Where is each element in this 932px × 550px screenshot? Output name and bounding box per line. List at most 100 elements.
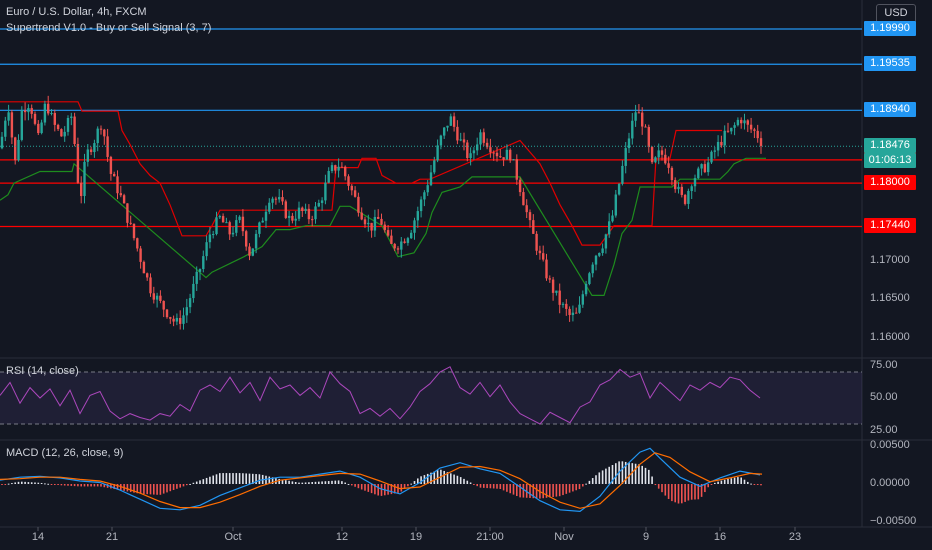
macd-histogram-bar — [664, 484, 667, 496]
time-axis-label-16: 16 — [713, 531, 727, 543]
candle-body — [0, 136, 4, 149]
macd-histogram-bar — [139, 484, 142, 494]
candle-body — [297, 207, 301, 219]
candle-body — [93, 143, 96, 153]
candle-body — [627, 138, 631, 149]
candle-body — [33, 113, 37, 124]
candle-body — [132, 223, 136, 239]
macd-histogram-bar — [133, 484, 135, 493]
macd-histogram-bar — [195, 481, 198, 484]
macd-histogram-bar — [621, 461, 624, 484]
candle-body — [350, 185, 353, 191]
candle-body — [126, 203, 129, 223]
candle-body — [614, 194, 617, 216]
candle-body — [337, 166, 340, 171]
macd-histogram-bar — [87, 484, 89, 487]
candle-body — [284, 201, 287, 218]
candle-body — [208, 234, 212, 243]
macd-histogram-bar — [426, 473, 429, 484]
macd-histogram-bar — [512, 484, 515, 495]
candle-body — [578, 304, 581, 313]
macd-histogram-bar — [387, 484, 389, 495]
candle-body — [535, 233, 538, 251]
candle-body — [439, 135, 443, 146]
price-axis-tick: 1.16500 — [870, 292, 910, 305]
candle-body — [258, 222, 261, 234]
candle-body — [406, 238, 410, 243]
candle-body — [502, 157, 505, 160]
macd-histogram-bar — [552, 484, 554, 497]
macd-histogram-bar — [344, 482, 346, 484]
macd-histogram-bar — [486, 484, 488, 489]
macd-histogram-bar — [47, 483, 49, 485]
macd-histogram-bar — [502, 484, 505, 491]
macd-histogram-bar — [228, 473, 231, 484]
macd-histogram-bar — [522, 484, 525, 498]
candle-body — [759, 138, 763, 146]
macd-histogram-bar — [605, 468, 607, 484]
candle-body — [512, 159, 515, 161]
macd-histogram-bar — [146, 484, 148, 495]
bar-countdown-label: 01:06:13 — [864, 153, 916, 169]
macd-histogram-bar — [162, 484, 165, 494]
candle-body — [667, 163, 670, 168]
supertrend-red-line — [0, 101, 722, 246]
macd-histogram-bar — [700, 484, 703, 497]
macd-histogram-bar — [248, 473, 251, 484]
macd-histogram-bar — [40, 482, 43, 484]
macd-histogram-bar — [456, 475, 459, 484]
candle-body — [746, 120, 749, 125]
time-axis-label-14: 14 — [31, 531, 45, 543]
candle-body — [179, 317, 182, 324]
candle-body — [446, 125, 449, 128]
candle-body — [363, 219, 367, 225]
macd-histogram-bar — [446, 472, 449, 484]
price-label-1.18000: 1.18000 — [864, 175, 916, 191]
macd-histogram-bar — [301, 482, 304, 484]
macd-histogram-bar — [225, 473, 228, 484]
macd-histogram-bar — [255, 474, 257, 484]
macd-line — [0, 447, 761, 513]
candle-body — [251, 248, 254, 256]
candle-body — [522, 192, 525, 206]
rsi-axis-tick: 25.00 — [870, 423, 898, 436]
macd-histogram-bar — [677, 484, 680, 504]
macd-histogram-bar — [535, 484, 538, 499]
macd-histogram-bar — [624, 461, 627, 484]
macd-histogram-bar — [360, 484, 363, 490]
rsi-axis-tick: 75.00 — [870, 358, 898, 371]
candle-body — [443, 127, 446, 136]
candle-body — [294, 218, 297, 221]
candle-body — [7, 112, 10, 121]
candle-body — [466, 142, 469, 159]
macd-histogram-bar — [572, 484, 574, 492]
macd-histogram-bar — [681, 484, 683, 504]
candle-body — [489, 147, 492, 153]
candle-body — [621, 165, 624, 184]
candle-body — [664, 154, 667, 164]
candle-body — [17, 139, 20, 161]
macd-histogram-bar — [469, 482, 472, 484]
macd-histogram-bar — [291, 481, 294, 484]
candle-body — [56, 124, 60, 130]
macd-histogram-bar — [126, 484, 129, 492]
candle-body — [334, 165, 337, 171]
candle-body — [116, 176, 119, 194]
macd-histogram-bar — [44, 483, 46, 485]
candle-body — [419, 199, 423, 212]
macd-histogram-bar — [60, 484, 63, 486]
macd-histogram-bar — [288, 480, 290, 484]
macd-histogram-bar — [720, 480, 723, 484]
macd-histogram-bar — [654, 484, 657, 486]
macd-histogram-bar — [113, 484, 115, 490]
macd-histogram-bar — [403, 484, 406, 489]
candle-body — [736, 119, 740, 126]
macd-histogram-bar — [304, 482, 307, 484]
macd-histogram-bar — [17, 481, 20, 484]
macd-histogram-bar — [466, 480, 469, 484]
macd-histogram-bar — [80, 484, 82, 487]
macd-histogram-bar — [499, 484, 502, 489]
candle-body — [152, 293, 155, 300]
candle-body — [103, 129, 106, 137]
